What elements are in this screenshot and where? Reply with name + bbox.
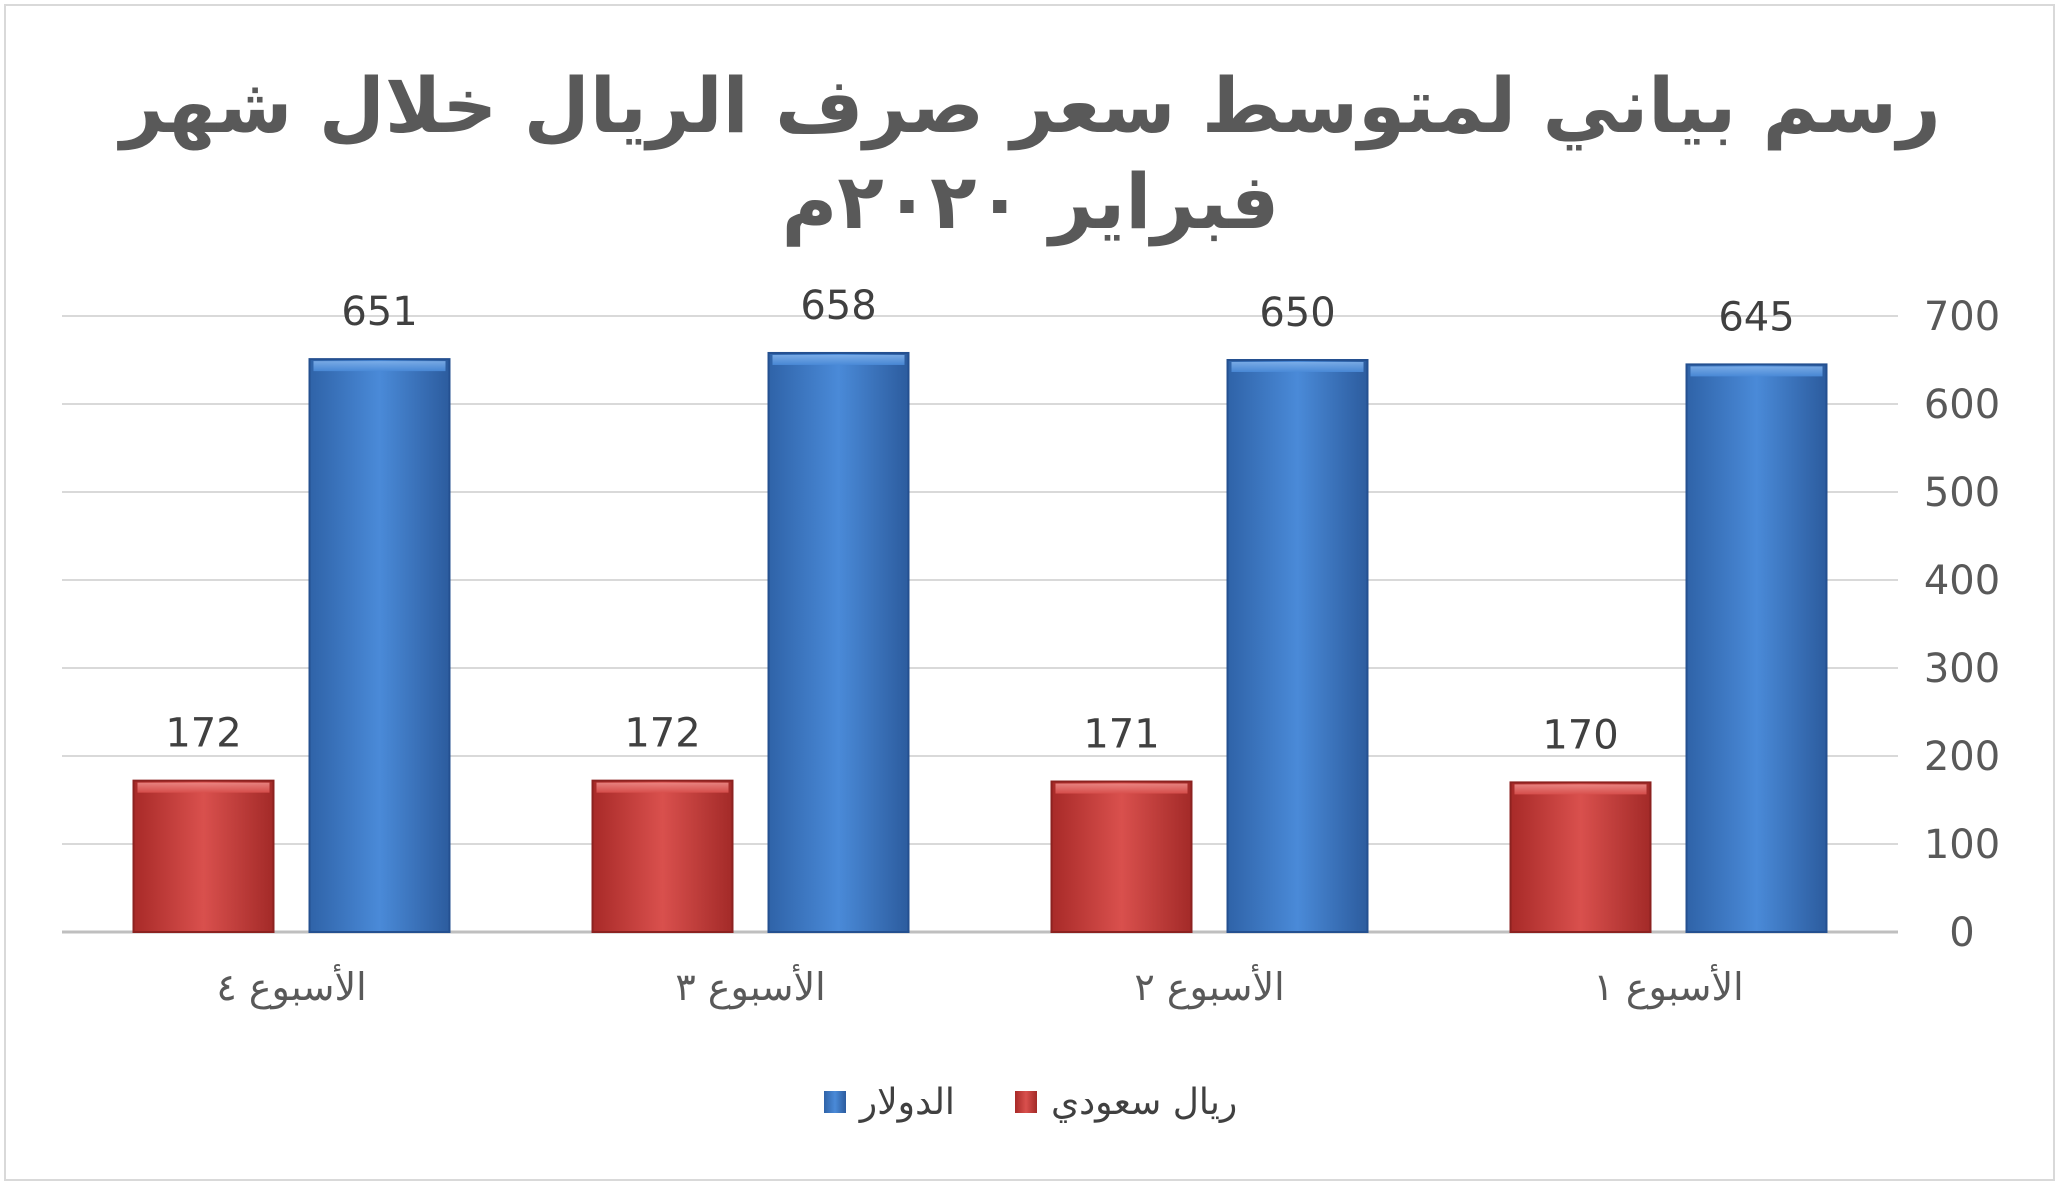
data-label: 651 bbox=[341, 289, 417, 335]
bar-dollar bbox=[767, 351, 910, 933]
legend-label-riyal: ريال سعودي bbox=[1050, 1081, 1238, 1123]
chart-title-line-1: رسم بياني لمتوسط سعر صرف الريال خلال شهر bbox=[120, 61, 1941, 150]
bar-bevel bbox=[1514, 784, 1647, 795]
bar-bevel bbox=[137, 782, 270, 793]
bar-riyal bbox=[132, 779, 275, 934]
bar-riyal bbox=[591, 779, 734, 934]
y-tick-label: 200 bbox=[1924, 734, 2000, 780]
bar-bevel bbox=[1231, 362, 1364, 372]
data-label: 171 bbox=[1083, 712, 1159, 758]
data-label: 645 bbox=[1718, 294, 1794, 340]
y-tick-label: 400 bbox=[1924, 558, 2000, 604]
bar-bevel bbox=[596, 782, 729, 793]
chart-title: رسم بياني لمتوسط سعر صرف الريال خلال شهر… bbox=[0, 58, 2061, 250]
bar-bevel bbox=[1690, 366, 1823, 377]
x-tick-label: الأسبوع ٢ bbox=[1134, 963, 1284, 1010]
y-tick-label: 600 bbox=[1924, 382, 2000, 428]
data-label: 650 bbox=[1259, 290, 1335, 336]
legend-swatch-riyal bbox=[1014, 1091, 1037, 1113]
y-tick-label: 0 bbox=[1949, 910, 1974, 956]
legend-item-riyal: ريال سعودي bbox=[1014, 1081, 1238, 1123]
bar-dollar bbox=[308, 358, 451, 933]
legend-item-dollar: الدولار bbox=[823, 1081, 955, 1123]
bars bbox=[132, 351, 1828, 934]
bar-dollar bbox=[1685, 363, 1828, 933]
bar-bevel bbox=[772, 354, 905, 365]
y-tick-label: 700 bbox=[1924, 294, 2000, 340]
data-label: 170 bbox=[1542, 712, 1618, 758]
bar-dollar bbox=[1226, 359, 1369, 933]
bar-bevel bbox=[313, 361, 446, 372]
data-label: 658 bbox=[800, 283, 876, 329]
y-tick-label: 100 bbox=[1924, 822, 2000, 868]
data-label: 172 bbox=[165, 711, 241, 757]
legend: ريال سعودي الدولار bbox=[0, 1072, 2061, 1132]
chart-title-line-2: فبراير ٢٠٢٠م bbox=[781, 157, 1280, 246]
data-labels: 170 645 171 650 172 658 172 651 bbox=[165, 283, 1794, 758]
data-label: 172 bbox=[624, 711, 700, 757]
y-tick-label: 300 bbox=[1924, 646, 2000, 692]
legend-swatch-dollar bbox=[823, 1091, 846, 1113]
x-tick-label: الأسبوع ١ bbox=[1593, 963, 1743, 1010]
x-tick-label: الأسبوع ٤ bbox=[216, 963, 366, 1010]
bar-riyal bbox=[1509, 781, 1652, 934]
x-axis: الأسبوع ١ الأسبوع ٢ الأسبوع ٣ الأسبوع ٤ bbox=[216, 963, 1743, 1010]
bar-bevel bbox=[1055, 783, 1188, 794]
y-tick-label: 500 bbox=[1924, 470, 2000, 516]
legend-label-dollar: الدولار bbox=[859, 1081, 955, 1123]
y-axis: 0 100 200 300 400 500 600 700 bbox=[1924, 294, 2000, 956]
x-tick-label: الأسبوع ٣ bbox=[675, 963, 825, 1010]
bar-riyal bbox=[1050, 780, 1193, 934]
